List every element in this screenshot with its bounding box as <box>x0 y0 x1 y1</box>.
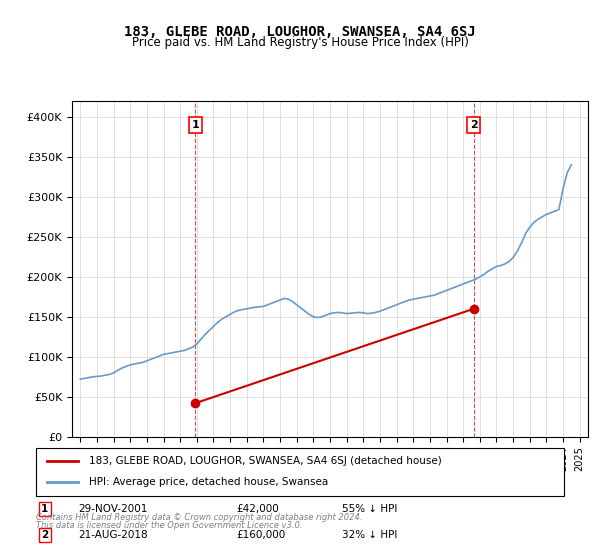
Text: This data is licensed under the Open Government Licence v3.0.: This data is licensed under the Open Gov… <box>36 521 302 530</box>
Text: 29-NOV-2001: 29-NOV-2001 <box>78 504 148 514</box>
Text: 183, GLEBE ROAD, LOUGHOR, SWANSEA, SA4 6SJ (detached house): 183, GLEBE ROAD, LOUGHOR, SWANSEA, SA4 6… <box>89 456 442 466</box>
Text: 2: 2 <box>41 530 49 540</box>
Text: 2: 2 <box>470 120 478 130</box>
Text: 55% ↓ HPI: 55% ↓ HPI <box>342 504 398 514</box>
Text: Price paid vs. HM Land Registry's House Price Index (HPI): Price paid vs. HM Land Registry's House … <box>131 36 469 49</box>
Text: £42,000: £42,000 <box>236 504 280 514</box>
Text: 32% ↓ HPI: 32% ↓ HPI <box>342 530 398 540</box>
Text: 21-AUG-2018: 21-AUG-2018 <box>78 530 148 540</box>
Text: 1: 1 <box>41 504 49 514</box>
Text: 183, GLEBE ROAD, LOUGHOR, SWANSEA, SA4 6SJ: 183, GLEBE ROAD, LOUGHOR, SWANSEA, SA4 6… <box>124 25 476 39</box>
Text: £160,000: £160,000 <box>236 530 286 540</box>
Text: HPI: Average price, detached house, Swansea: HPI: Average price, detached house, Swan… <box>89 477 328 487</box>
FancyBboxPatch shape <box>36 448 564 496</box>
Text: 1: 1 <box>191 120 199 130</box>
Text: Contains HM Land Registry data © Crown copyright and database right 2024.: Contains HM Land Registry data © Crown c… <box>36 513 362 522</box>
